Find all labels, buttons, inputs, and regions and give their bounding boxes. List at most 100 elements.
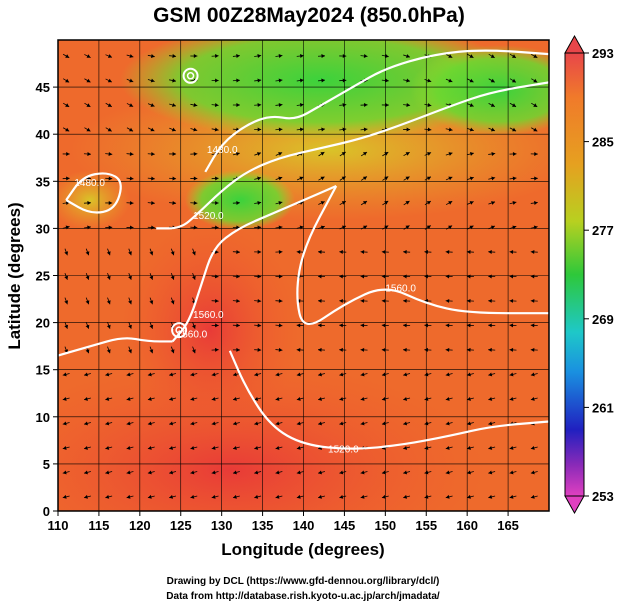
wind-arrow — [211, 200, 219, 205]
wind-arrow — [296, 176, 304, 181]
wind-arrow — [83, 396, 91, 401]
x-tick-label: 125 — [170, 518, 192, 533]
wind-arrow — [445, 421, 453, 426]
wind-arrow — [126, 200, 134, 205]
wind-arrow — [128, 297, 132, 305]
wind-arrow — [360, 298, 368, 303]
wind-arrow — [190, 200, 198, 205]
wind-arrow — [62, 78, 70, 83]
wind-arrow — [509, 372, 517, 377]
wind-arrow — [360, 347, 368, 352]
x-tick-label: 145 — [334, 518, 356, 533]
wind-arrow — [147, 103, 155, 107]
wind-arrow — [254, 445, 262, 450]
wind-arrow — [128, 322, 132, 329]
wind-arrow — [488, 494, 496, 499]
x-tick-label: 135 — [252, 518, 274, 533]
wind-arrow — [488, 53, 495, 59]
wind-arrow — [317, 78, 326, 83]
wind-arrow — [211, 78, 219, 83]
wind-arrow — [403, 372, 411, 377]
wind-arrow — [254, 176, 262, 181]
wind-arrow — [531, 53, 538, 59]
wind-arrow — [360, 396, 368, 401]
wind-arrow — [360, 249, 368, 254]
wind-arrow — [445, 470, 453, 475]
wind-arrow — [488, 470, 496, 475]
wind-arrow — [488, 298, 496, 303]
contour-line — [296, 185, 549, 325]
wind-arrow — [105, 54, 113, 58]
wind-arrow — [64, 273, 69, 280]
wind-arrow — [105, 151, 113, 156]
wind-arrow — [530, 470, 538, 475]
wind-arrow — [62, 151, 70, 156]
colorbar-ticks: 293 285 277 269 261 253 — [584, 46, 614, 504]
wind-arrow — [211, 176, 219, 181]
wind-arrow — [62, 53, 70, 59]
wind-arrow — [254, 372, 262, 377]
wind-arrow — [339, 372, 347, 377]
wind-arrow — [62, 372, 70, 377]
wind-arrow — [509, 494, 517, 499]
wind-arrow — [509, 78, 517, 83]
wind-arrow — [488, 372, 496, 377]
wind-arrow — [169, 396, 177, 401]
wind-arrow — [318, 421, 325, 426]
wind-arrow — [403, 249, 411, 254]
wind-arrow — [339, 421, 347, 426]
wind-arrow — [211, 372, 219, 377]
wind-arrow — [403, 54, 411, 58]
wind-arrow — [126, 151, 134, 156]
wind-arrow — [170, 297, 175, 305]
wind-arrow — [360, 494, 368, 499]
wind-arrow — [83, 372, 91, 377]
wind-arrow — [128, 273, 132, 280]
wind-arrow — [84, 102, 91, 108]
wind-arrow — [403, 421, 411, 426]
wind-arrow — [466, 152, 474, 156]
wind-arrow — [403, 470, 411, 475]
wind-arrow — [339, 470, 347, 475]
wind-arrow — [83, 200, 91, 205]
y-tick-label: 10 — [36, 410, 50, 425]
wind-arrow — [509, 151, 517, 156]
x-tick-label: 115 — [88, 518, 109, 533]
wind-arrow — [318, 494, 325, 499]
colorbar-tick-label: 277 — [592, 223, 614, 238]
x-tick-label: 160 — [456, 518, 478, 533]
wind-arrow — [190, 470, 198, 475]
wind-arrow — [466, 323, 474, 328]
wind-arrow — [105, 494, 113, 499]
wind-arrow — [360, 151, 368, 157]
wind-arrow — [147, 470, 155, 475]
wind-arrow — [254, 152, 262, 156]
x-axis-title: Longitude (degrees) — [221, 540, 384, 559]
colorbar-body — [564, 52, 585, 497]
height-contours: 1560.0 1560.0 1560.0 1520.0 1520.0 1480.0 1480… — [58, 49, 549, 456]
wind-arrow — [296, 421, 304, 426]
wind-arrow — [126, 421, 134, 426]
wind-arrow — [488, 152, 496, 156]
wind-arrow — [84, 54, 91, 58]
wind-arrow — [275, 103, 283, 107]
wind-arrow — [126, 470, 134, 475]
wind-arrow — [466, 372, 474, 377]
wind-arrow — [339, 347, 347, 352]
wind-arrow — [83, 494, 91, 499]
wind-arrow — [83, 445, 91, 450]
wind-arrow — [85, 297, 90, 305]
wind-arrow — [530, 151, 538, 156]
wind-arrow — [275, 396, 283, 401]
wind-arrow — [296, 103, 304, 107]
wind-arrow — [211, 470, 219, 475]
wind-arrow — [126, 78, 134, 83]
wind-arrow — [232, 494, 240, 499]
wind-arrow — [296, 470, 304, 475]
wind-arrow — [191, 346, 196, 354]
y-tick-label: 20 — [36, 316, 50, 331]
wind-arrow — [466, 396, 474, 401]
wind-arrow — [488, 347, 496, 352]
wind-arrow — [530, 494, 538, 499]
